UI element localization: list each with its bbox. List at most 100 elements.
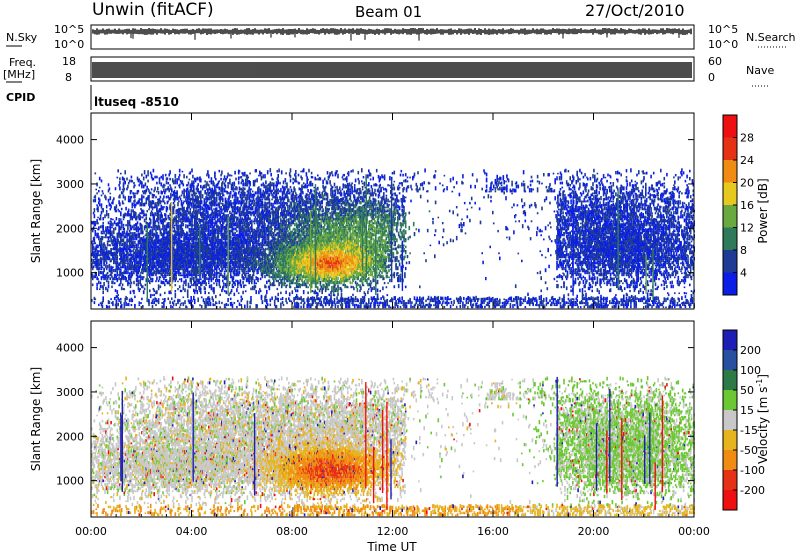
echo-cell (129, 284, 132, 287)
echo-cell (142, 216, 144, 219)
echo-cell (200, 278, 202, 281)
echo-cell (177, 208, 179, 213)
echo-cell (198, 286, 200, 291)
echo-cell (195, 198, 198, 201)
echo-cell (157, 218, 159, 223)
echo-cell (120, 272, 122, 277)
echo-cell (165, 254, 168, 257)
echo-cell (209, 233, 212, 237)
echo-cell (205, 253, 207, 257)
echo-cell (117, 249, 119, 253)
echo-cell (120, 232, 122, 235)
echo-cell (215, 245, 217, 249)
echo-cell (221, 259, 223, 263)
echo-cell (117, 263, 119, 267)
echo-cell (221, 264, 223, 267)
echo-cell (209, 239, 212, 243)
echo-cell (188, 218, 191, 221)
echo-cell (170, 304, 172, 309)
echo-cell (149, 248, 151, 253)
echo-cell (205, 224, 207, 227)
echo-cell (126, 240, 128, 245)
echo-cell (94, 261, 97, 265)
echo-cell (176, 178, 178, 183)
echo-cell (120, 211, 122, 215)
echo-cell (222, 203, 224, 207)
echo-cell (162, 275, 164, 279)
echo-cell (216, 218, 219, 223)
echo-cell (100, 260, 103, 265)
echo-cell (137, 269, 140, 273)
echo-cell (91, 262, 94, 265)
echo-cell (225, 244, 228, 247)
echo-cell (107, 237, 110, 241)
echo-cell (93, 296, 96, 301)
echo-cell (209, 264, 212, 269)
echo-cell (192, 196, 194, 201)
echo-cell (178, 176, 180, 181)
echo-cell (132, 240, 134, 245)
echo-cell (222, 227, 224, 231)
echo-cell (200, 231, 203, 235)
echo-cell (100, 179, 103, 183)
echo-cell (204, 221, 206, 225)
echo-cell (186, 175, 188, 179)
echo-cell (154, 270, 156, 273)
echo-cell (204, 223, 206, 227)
echo-cell (158, 276, 161, 281)
echo-cell (121, 264, 124, 269)
echo-cell (167, 251, 170, 255)
echo-cell (151, 262, 154, 265)
echo-cell (98, 303, 100, 307)
echo-cell (123, 263, 126, 267)
echo-cell (106, 226, 109, 231)
echo-cell (143, 202, 146, 207)
echo-cell (99, 259, 102, 263)
echo-cell (107, 280, 110, 285)
echo-cell (157, 216, 160, 221)
echo-cell (128, 277, 131, 281)
echo-cell (94, 257, 97, 261)
echo-cell (91, 258, 93, 261)
echo-cell (179, 246, 182, 251)
echo-cell (95, 247, 97, 251)
echo-cell (215, 268, 218, 273)
freq-tick-top: 18 (62, 55, 76, 68)
echo-cell (222, 199, 224, 203)
echo-cell (204, 180, 206, 183)
echo-cell (157, 191, 160, 195)
echo-cell (184, 242, 186, 247)
echo-cell (169, 184, 171, 187)
echo-cell (120, 257, 122, 261)
echo-cell (129, 236, 132, 239)
echo-cell (164, 265, 166, 269)
echo-cell (98, 263, 101, 267)
echo-cell (153, 261, 155, 265)
echo-cell (179, 197, 182, 201)
echo-cell (200, 254, 202, 257)
echo-cell (138, 233, 141, 237)
echo-cell (195, 201, 198, 205)
echo-cell (175, 236, 177, 239)
echo-cell (208, 292, 210, 295)
echo-cell (204, 303, 206, 309)
echo-cell (174, 278, 177, 283)
echo-cell (221, 237, 223, 241)
echo-cell (106, 264, 109, 269)
echo-cell (109, 192, 112, 195)
echo-cell (115, 260, 118, 263)
echo-cell (206, 252, 208, 255)
echo-cell (99, 256, 102, 261)
echo-cell (222, 178, 225, 181)
echo-cell (222, 279, 224, 283)
echo-cell (182, 260, 185, 265)
echo-cell (218, 242, 221, 245)
echo-cell (210, 244, 213, 249)
echo-cell (199, 304, 201, 307)
echo-cell (218, 278, 221, 283)
echo-cell (94, 254, 97, 259)
echo-cell (170, 194, 172, 199)
echo-cell (174, 173, 177, 177)
echo-cell (141, 201, 143, 205)
echo-cell (127, 232, 130, 237)
